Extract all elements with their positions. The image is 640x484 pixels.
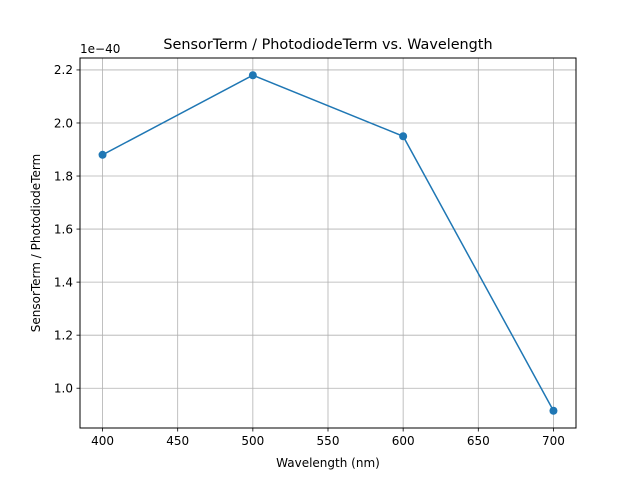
x-tick-label: 500 — [241, 434, 264, 448]
data-point — [399, 132, 408, 141]
x-tick-label: 600 — [392, 434, 415, 448]
y-tick-label: 1.4 — [54, 275, 73, 289]
x-tick-label: 400 — [91, 434, 114, 448]
chart-title: SensorTerm / PhotodiodeTerm vs. Waveleng… — [163, 37, 492, 53]
y-tick-label: 1.8 — [54, 169, 73, 183]
y-tick-label: 2.0 — [54, 116, 73, 130]
x-tick-label: 650 — [467, 434, 490, 448]
series-layer — [98, 71, 558, 415]
y-axis-offset-text: 1e−40 — [80, 42, 120, 56]
y-axis-label: SensorTerm / PhotodiodeTerm — [29, 154, 43, 333]
x-axis: 400 450 500 550 600 650 700 — [91, 428, 565, 448]
x-tick-label: 450 — [166, 434, 189, 448]
data-point — [98, 150, 107, 159]
grid — [80, 58, 576, 428]
y-tick-label: 1.2 — [54, 328, 73, 342]
series-line — [102, 74, 555, 412]
x-tick-label: 700 — [542, 434, 565, 448]
x-tick-label: 550 — [317, 434, 340, 448]
y-axis: 1.0 1.2 1.4 1.6 1.8 2.0 2.2 — [54, 63, 80, 396]
data-point — [549, 406, 558, 415]
data-point — [248, 71, 257, 80]
y-tick-label: 2.2 — [54, 63, 73, 77]
y-tick-label: 1.0 — [54, 382, 73, 396]
y-tick-label: 1.6 — [54, 222, 73, 236]
x-axis-label: Wavelength (nm) — [276, 456, 380, 470]
